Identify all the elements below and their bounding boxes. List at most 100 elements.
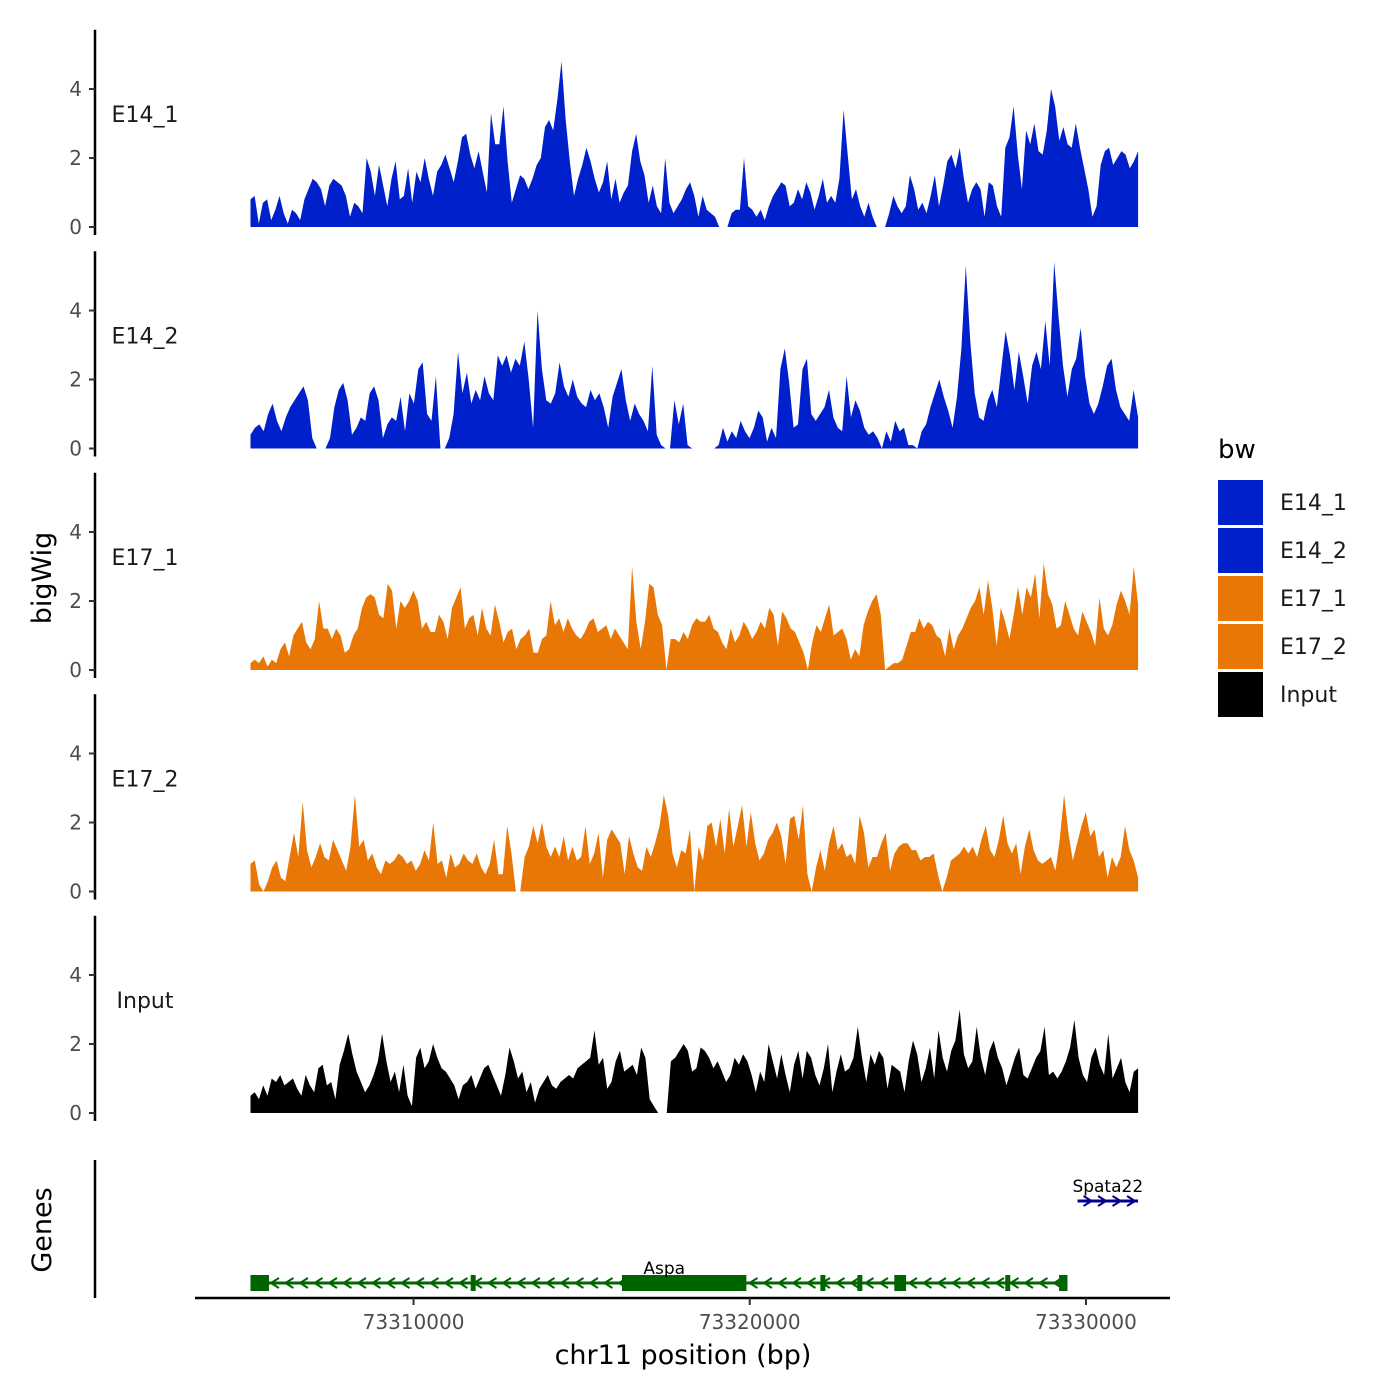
y-tick-label: 2 (69, 146, 82, 170)
exon (894, 1275, 907, 1291)
strand-arrow (588, 1277, 599, 1289)
exon (857, 1275, 863, 1291)
strand-arrow (457, 1277, 469, 1289)
tracks-layer: 0 2 4 E14_1 0 2 4 E14_2 0 2 4 E17_1 0 2 4 E17_2 0 2 4 Input (69, 29, 1139, 1125)
coverage-area (250, 563, 1139, 670)
y-tick-label: 4 (69, 299, 82, 323)
gene-label: Aspa (643, 1259, 685, 1279)
track-label: E17_1 (112, 546, 179, 571)
x-tick-label: 73310000 (363, 1310, 465, 1334)
y-tick-label: 2 (69, 811, 82, 835)
strand-arrow (762, 1277, 773, 1289)
strand-arrow (385, 1277, 396, 1289)
genes-axis-title: Genes (27, 1187, 58, 1272)
y-tick-label: 4 (69, 742, 82, 766)
track-label: E17_2 (112, 767, 179, 792)
coverage-area (250, 262, 1139, 449)
y-tick-label: 4 (69, 520, 82, 544)
strand-arrow (791, 1277, 802, 1289)
strand-arrow (878, 1277, 889, 1289)
strand-arrow (907, 1277, 918, 1289)
y-tick-label: 2 (69, 589, 82, 613)
exon (820, 1275, 826, 1291)
track-e17-2: 0 2 4 E17_2 (69, 694, 1139, 904)
coverage-area (250, 1009, 1139, 1113)
y-tick-label: 0 (69, 1101, 82, 1125)
legend-swatch (1218, 672, 1263, 717)
strand-arrow (399, 1277, 411, 1289)
coverage-area (250, 61, 1139, 228)
exon (1005, 1275, 1011, 1291)
legend-label: E14_1 (1280, 491, 1347, 516)
strand-arrow (1023, 1277, 1034, 1289)
track-e14-2: 0 2 4 E14_2 (69, 251, 1139, 461)
track-e14-1: 0 2 4 E14_1 (69, 29, 1139, 239)
coverage-area (250, 794, 1139, 892)
strand-arrow (1008, 1277, 1019, 1289)
legend-label: Input (1280, 683, 1337, 708)
strand-arrow (298, 1277, 309, 1289)
track-e17-1: 0 2 4 E17_1 (69, 472, 1139, 682)
strand-arrow (921, 1277, 933, 1289)
legend: bw E14_1 E14_2 E17_1 E17_2 Input (1218, 435, 1347, 717)
y-tick-label: 0 (69, 215, 82, 239)
exon (621, 1275, 747, 1291)
exon (250, 1275, 269, 1291)
strand-arrow (501, 1277, 512, 1289)
strand-arrow (312, 1277, 324, 1289)
genes-layer: Aspa Spata22 (93, 1160, 1143, 1298)
y-axis-title: bigWig (27, 532, 58, 625)
legend-label: E17_2 (1280, 635, 1347, 660)
y-tick-label: 0 (69, 658, 82, 682)
strand-arrow (486, 1277, 498, 1289)
y-tick-label: 2 (69, 368, 82, 392)
strand-arrow (1083, 1195, 1094, 1207)
strand-arrow (1112, 1195, 1123, 1207)
strand-arrow (356, 1277, 367, 1289)
strand-arrow (805, 1277, 817, 1289)
strand-arrow (443, 1277, 454, 1289)
strand-arrow (965, 1277, 976, 1289)
strand-arrow (950, 1277, 962, 1289)
strand-arrow (269, 1277, 280, 1289)
strand-arrow (849, 1277, 860, 1289)
strand-arrow (341, 1277, 353, 1289)
x-tick-label: 73330000 (1035, 1310, 1137, 1334)
strand-arrow (544, 1277, 556, 1289)
gene-aspa: Aspa (250, 1259, 1068, 1291)
strand-arrow (863, 1277, 875, 1289)
strand-arrow (370, 1277, 382, 1289)
track-label: Input (117, 989, 174, 1014)
legend-swatch (1218, 480, 1263, 525)
strand-arrow (573, 1277, 585, 1289)
y-tick-label: 4 (69, 77, 82, 101)
x-axis-title: chr11 position (bp) (555, 1340, 812, 1371)
strand-arrow (936, 1277, 947, 1289)
legend-label: E17_1 (1280, 587, 1347, 612)
strand-arrow (602, 1277, 614, 1289)
y-tick-label: 0 (69, 880, 82, 904)
x-axis: 73310000 73320000 73330000 (195, 1296, 1170, 1334)
track-input: 0 2 4 Input (69, 915, 1139, 1125)
strand-arrow (530, 1277, 541, 1289)
x-tick-label: 73320000 (699, 1310, 801, 1334)
strand-arrow (428, 1277, 440, 1289)
legend-swatch (1218, 528, 1263, 573)
strand-arrow (979, 1277, 991, 1289)
strand-arrow (515, 1277, 527, 1289)
gene-label: Spata22 (1072, 1177, 1143, 1197)
strand-arrow (559, 1277, 570, 1289)
y-tick-label: 2 (69, 1032, 82, 1056)
strand-arrow (776, 1277, 788, 1289)
strand-arrow (994, 1277, 1005, 1289)
y-tick-label: 4 (69, 963, 82, 987)
strand-arrow (1126, 1195, 1137, 1207)
exon (1059, 1275, 1068, 1291)
legend-swatch (1218, 624, 1263, 669)
y-tick-label: 0 (69, 437, 82, 461)
strand-arrow (1037, 1277, 1048, 1289)
strand-arrow (327, 1277, 338, 1289)
strand-arrow (1097, 1195, 1108, 1207)
strand-arrow (747, 1277, 759, 1289)
